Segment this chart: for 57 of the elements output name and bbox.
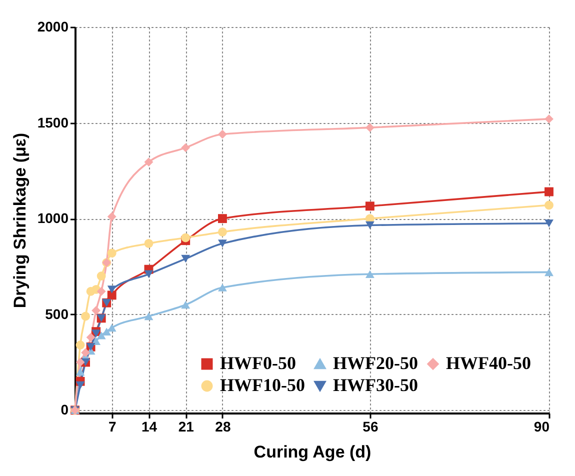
- legend-label: HWF10-50: [220, 375, 305, 395]
- x-tick-label: 14: [141, 418, 158, 434]
- point: [107, 290, 116, 300]
- point: [181, 254, 190, 263]
- point: [96, 286, 106, 296]
- point: [76, 340, 85, 350]
- point: [96, 332, 106, 340]
- legend-label: HWF20-50: [333, 353, 418, 373]
- point: [544, 114, 554, 124]
- x-tick-label: 21: [178, 418, 194, 434]
- point: [218, 284, 227, 292]
- point: [544, 200, 554, 210]
- point: [76, 368, 85, 376]
- point: [218, 214, 227, 224]
- y-tick-label: 500: [45, 306, 69, 322]
- point: [144, 270, 154, 278]
- legend-label: HWF0-50: [220, 353, 296, 373]
- point: [144, 158, 154, 167]
- point: [544, 187, 554, 196]
- point: [81, 348, 90, 358]
- point: [76, 358, 85, 367]
- x-tick-label: 28: [215, 418, 231, 434]
- point: [181, 233, 190, 242]
- point: [218, 130, 227, 139]
- y-tick-label: 0: [60, 402, 69, 418]
- point: [218, 240, 227, 248]
- point: [181, 300, 190, 309]
- point: [218, 228, 227, 236]
- point: [144, 239, 154, 248]
- x-tick-label: 90: [534, 418, 550, 434]
- point: [76, 381, 85, 390]
- point: [544, 268, 554, 276]
- point: [92, 306, 101, 315]
- y-tick-label: 1500: [37, 114, 69, 130]
- point: [107, 248, 116, 258]
- legend-label: HWF30-50: [333, 375, 418, 395]
- point: [86, 332, 96, 342]
- point: [544, 219, 554, 228]
- point: [365, 221, 374, 230]
- x-tick-label: 56: [362, 418, 378, 434]
- y-axis-title: Drying Shrinkage (με): [10, 132, 30, 308]
- point: [365, 202, 374, 211]
- point: [81, 312, 90, 321]
- x-tick-label: 7: [108, 418, 116, 434]
- point: [102, 328, 112, 336]
- point: [144, 312, 154, 320]
- point: [96, 272, 106, 280]
- point: [92, 330, 101, 338]
- point: [365, 123, 374, 132]
- point: [365, 270, 374, 278]
- point: [181, 143, 190, 152]
- x-axis-title: Curing Age (d): [254, 442, 372, 462]
- point: [107, 212, 116, 222]
- y-tick-label: 1000: [37, 210, 69, 226]
- legend-label: HWF40-50: [446, 353, 531, 373]
- point: [107, 286, 116, 294]
- y-tick-label: 2000: [37, 18, 69, 34]
